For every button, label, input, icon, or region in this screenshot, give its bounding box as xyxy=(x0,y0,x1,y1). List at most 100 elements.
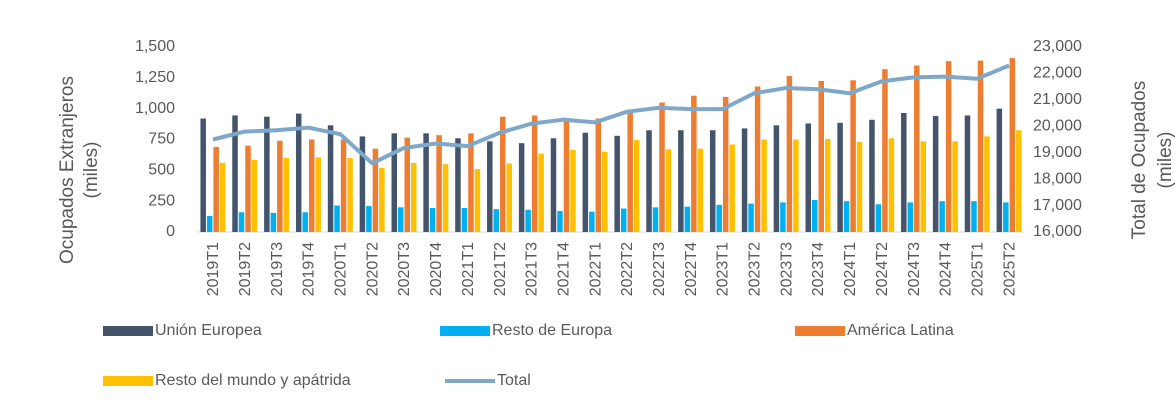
bar xyxy=(442,164,449,232)
bar xyxy=(977,60,984,232)
bar xyxy=(372,148,379,232)
bar xyxy=(659,102,665,232)
bar xyxy=(1016,130,1022,232)
legend-label: Unión Europea xyxy=(155,322,262,339)
bar xyxy=(620,208,627,232)
y-tick-label: 1,500 xyxy=(135,38,175,55)
bar xyxy=(270,212,277,232)
x-tick-label: 2025T1 xyxy=(969,242,986,296)
bar xyxy=(722,96,729,232)
y-tick-label: 1,000 xyxy=(135,100,175,117)
x-tick-label: 2021T1 xyxy=(460,242,477,296)
bar xyxy=(232,115,238,232)
bar xyxy=(754,86,761,232)
legend-swatch xyxy=(795,326,845,336)
legend-swatch xyxy=(440,326,490,336)
bar xyxy=(697,148,704,232)
bar xyxy=(436,135,442,232)
bar xyxy=(429,207,436,232)
bar xyxy=(761,139,767,232)
y2-tick-label: 17,000 xyxy=(1033,197,1082,214)
bar xyxy=(678,130,684,232)
y2-tick-label: 19,000 xyxy=(1033,144,1082,161)
bar xyxy=(538,153,544,232)
bar xyxy=(340,139,347,232)
bar xyxy=(856,141,863,232)
x-tick-label: 2022T3 xyxy=(651,242,668,296)
bar xyxy=(295,113,302,232)
bar xyxy=(945,61,952,232)
bar xyxy=(837,122,843,232)
x-tick-label: 2019T2 xyxy=(237,242,254,296)
bar xyxy=(455,138,461,232)
x-tick-label: 2020T3 xyxy=(396,242,413,296)
bar xyxy=(334,205,340,232)
bar xyxy=(850,80,856,232)
bar xyxy=(633,140,640,232)
legend-swatch xyxy=(103,326,153,336)
bar xyxy=(398,207,404,232)
x-tick-label: 2024T2 xyxy=(874,242,891,296)
bar xyxy=(748,203,754,232)
bar xyxy=(920,141,927,232)
y2-tick-label: 16,000 xyxy=(1033,223,1082,240)
bar xyxy=(901,112,907,232)
bar xyxy=(888,138,895,232)
bar xyxy=(932,116,939,232)
bar xyxy=(684,206,691,232)
y2-tick-label: 21,000 xyxy=(1033,91,1082,108)
bar xyxy=(964,115,971,232)
bar xyxy=(219,162,226,232)
bar xyxy=(474,169,481,232)
bar xyxy=(665,149,672,232)
bar xyxy=(308,139,315,232)
y2-tick-label: 20,000 xyxy=(1033,118,1082,135)
legend-label: Resto del mundo y apátrida xyxy=(155,372,351,389)
bar xyxy=(206,215,213,232)
line xyxy=(212,63,1010,166)
bar xyxy=(786,75,793,232)
bar xyxy=(1009,58,1016,232)
y2-tick-label: 22,000 xyxy=(1033,65,1082,82)
x-tick-label: 2023T3 xyxy=(778,242,795,296)
bar xyxy=(461,207,468,232)
x-tick-label: 2019T1 xyxy=(205,242,222,296)
bar xyxy=(366,206,372,232)
bar xyxy=(773,125,780,232)
x-tick-label: 2020T1 xyxy=(333,242,350,296)
bar xyxy=(843,201,850,232)
x-tick-label: 2024T3 xyxy=(906,242,923,296)
x-tick-label: 2019T4 xyxy=(301,242,318,296)
bar xyxy=(709,130,716,232)
bar xyxy=(729,144,735,232)
bar xyxy=(716,204,722,232)
bar xyxy=(557,211,563,232)
bar xyxy=(347,158,353,232)
bar xyxy=(595,118,602,232)
bar xyxy=(914,65,920,232)
y2-tick-label: 23,000 xyxy=(1033,38,1082,55)
y-tick-label: 500 xyxy=(148,162,175,179)
bar xyxy=(423,133,429,232)
bar xyxy=(550,138,557,232)
bar xyxy=(525,209,531,232)
y2-axis-title: (miles) xyxy=(1155,132,1175,189)
legend-label: Total xyxy=(497,372,531,389)
bar xyxy=(589,211,595,232)
bar xyxy=(327,125,334,232)
bar xyxy=(302,212,308,232)
y-axis-title: (miles) xyxy=(81,142,102,199)
bar xyxy=(283,158,290,232)
bar xyxy=(1003,202,1009,232)
bar xyxy=(818,80,824,233)
bar xyxy=(875,204,882,232)
bar xyxy=(506,163,513,232)
bar xyxy=(869,119,875,232)
bar xyxy=(391,133,397,232)
bar xyxy=(379,167,385,232)
bar xyxy=(602,151,608,232)
bar xyxy=(200,118,206,232)
y-tick-label: 0 xyxy=(166,223,175,240)
legend-label: Resto de Europa xyxy=(492,322,612,339)
